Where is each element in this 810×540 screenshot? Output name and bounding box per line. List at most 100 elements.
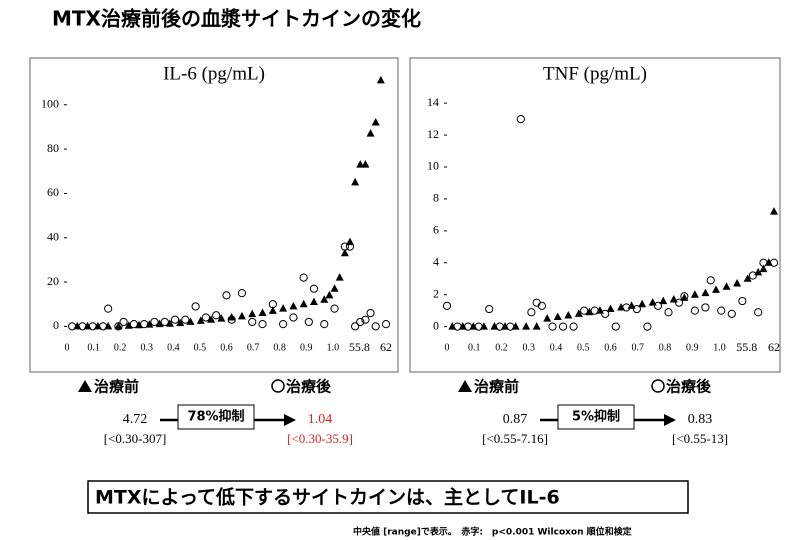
circle-marker [632, 304, 641, 314]
x-tick-label: 0.1 [468, 342, 481, 353]
x-tick-label: 0.9 [300, 342, 313, 353]
legend-circle [651, 379, 665, 393]
triangle-marker [371, 118, 380, 126]
x-tick-label: 0.4 [550, 342, 563, 353]
circle-marker [453, 322, 462, 331]
circle-marker [129, 320, 138, 329]
circle-marker [371, 322, 380, 331]
circle-marker [248, 317, 257, 327]
triangle-marker [585, 307, 594, 316]
circle-marker [601, 309, 610, 318]
circle-marker [340, 242, 349, 251]
legend-label: 治療前 [94, 378, 139, 396]
circle-marker [537, 301, 547, 310]
triangle-marker [207, 315, 216, 323]
circle-marker [442, 301, 452, 310]
chart-frame [29, 57, 399, 373]
circle-marker [309, 284, 319, 293]
y-tick-label: 80 [47, 141, 59, 155]
y-tick-label: 10 [427, 159, 439, 173]
triangle-marker [237, 311, 246, 320]
triangle-marker [722, 282, 731, 290]
legend-triangle [458, 380, 472, 392]
triangle-marker [759, 264, 768, 273]
suppression-box [177, 404, 255, 430]
y-tick-label: 6 [433, 223, 439, 237]
circle-marker [361, 315, 370, 324]
x-tick-label: 0.2 [495, 342, 508, 353]
x-tick-label: 62 [768, 340, 780, 354]
circle-marker [759, 258, 768, 267]
chart-title: IL-6 (pg/mL) [163, 63, 265, 84]
circle-marker [181, 315, 190, 324]
triangle-marker [258, 308, 267, 317]
x-tick-label: 55.8 [349, 340, 370, 354]
y-tick-label: 0 [53, 318, 59, 332]
chart-frame [409, 57, 781, 373]
triangle-marker [217, 314, 226, 322]
x-tick-label: 0.5 [194, 342, 207, 353]
x-tick-label: 62 [380, 340, 392, 354]
x-tick-label: 0.3 [141, 342, 154, 353]
footnote: 中央値 [range]で表示。 赤字: p<0.001 Wilcoxon 順位和… [353, 526, 633, 538]
circle-marker [548, 322, 557, 331]
circle-marker [150, 317, 159, 327]
circle-marker [485, 304, 494, 314]
circle-marker [160, 317, 169, 327]
y-tick-label: 14 [427, 95, 439, 109]
x-tick-label: 0.8 [273, 342, 286, 353]
triangle-marker [330, 284, 339, 292]
circle-marker [674, 298, 684, 307]
triangle-marker [564, 310, 573, 319]
circle-marker [643, 322, 652, 331]
slide-title: MTX治療前後の血漿サイトカインの変化 [52, 7, 421, 31]
x-tick-label: 1.0 [327, 342, 340, 353]
triangle-marker [356, 160, 365, 168]
legend-label: 治療前 [474, 378, 519, 396]
after-range: [<0.55-13] [672, 431, 728, 446]
circle-marker [258, 320, 267, 329]
y-tick-label: 40 [47, 229, 59, 243]
triangle-marker [325, 290, 334, 299]
y-tick-label: 100 [41, 97, 59, 111]
x-tick-label: 0.7 [247, 342, 260, 353]
triangle-marker [376, 75, 385, 84]
circle-marker [201, 313, 211, 322]
triangle-marker [574, 309, 583, 317]
triangle-marker [309, 297, 318, 305]
triangle-marker [770, 207, 778, 215]
y-tick-label: 8 [433, 191, 439, 205]
triangle-marker [659, 296, 668, 305]
x-tick-label: 0.6 [604, 342, 617, 353]
circle-marker [381, 320, 391, 329]
triangle-marker [553, 312, 562, 321]
circle-marker [717, 306, 726, 315]
x-tick-label: 0.8 [659, 342, 672, 353]
y-tick-label: 2 [433, 286, 439, 300]
circle-marker [114, 322, 123, 331]
x-tick-label: 0 [65, 342, 70, 353]
triangle-marker [361, 160, 370, 168]
circle-marker [653, 301, 663, 310]
triangle-marker [165, 319, 174, 327]
circle-marker [474, 322, 483, 331]
after-range: [<0.30-35.9] [287, 431, 353, 446]
triangle-marker [701, 288, 710, 297]
circle-marker [119, 317, 128, 327]
circle-marker [516, 114, 525, 124]
arrow-head [664, 414, 676, 426]
circle-marker [769, 258, 779, 267]
triangle-marker [690, 290, 699, 298]
x-tick-label: 0.4 [167, 342, 180, 353]
circle-marker [680, 292, 689, 301]
x-tick-label: 0.9 [686, 342, 699, 353]
circle-marker [356, 317, 365, 327]
circle-marker [78, 322, 87, 331]
triangle-marker [638, 299, 647, 308]
y-tick-label: 20 [47, 274, 59, 288]
x-tick-label: 0.2 [114, 342, 127, 353]
triangle-marker [522, 322, 531, 330]
y-tick-label: 60 [47, 185, 59, 199]
